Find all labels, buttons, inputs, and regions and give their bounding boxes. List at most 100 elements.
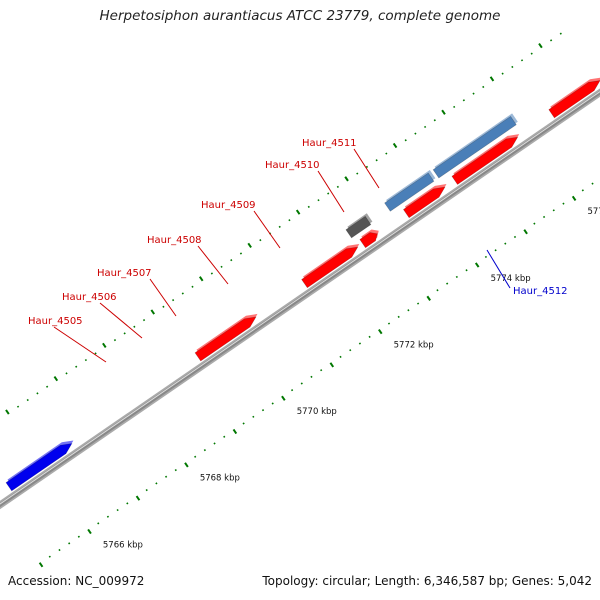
minor-tick	[310, 375, 313, 378]
minor-tick	[162, 305, 165, 308]
gene-arrow	[451, 136, 519, 185]
major-tick	[378, 328, 383, 335]
minor-tick	[472, 92, 475, 95]
minor-tick	[455, 275, 458, 279]
minor-tick	[320, 369, 323, 372]
minor-tick	[48, 555, 51, 558]
minor-tick	[559, 32, 562, 35]
topology-text: Topology: circular; Length: 6,346,587 bp…	[262, 574, 592, 588]
minor-tick	[278, 225, 281, 228]
minor-tick	[501, 72, 504, 75]
major-tick	[53, 376, 59, 382]
minor-tick	[26, 398, 29, 402]
minor-tick	[242, 422, 245, 425]
backbone-line	[0, 90, 600, 508]
minor-tick	[414, 132, 417, 135]
major-tick	[87, 528, 92, 535]
minor-tick	[465, 269, 468, 272]
minor-tick	[106, 515, 110, 518]
inner-tick-ring	[38, 182, 594, 568]
minor-tick	[174, 468, 177, 472]
tick-label: 5766 kbp	[103, 540, 143, 550]
minor-tick	[290, 389, 294, 392]
minor-tick	[494, 249, 497, 252]
minor-tick	[504, 242, 507, 245]
map-title: Herpetosiphon aurantiacus ATCC 23779, co…	[99, 8, 501, 24]
gene-arrow	[432, 115, 517, 179]
minor-tick	[259, 239, 262, 242]
minor-tick	[123, 332, 126, 335]
major-tick	[329, 362, 335, 368]
minor-tick	[581, 189, 584, 192]
minor-tick	[126, 502, 129, 505]
major-tick	[392, 142, 398, 149]
minor-tick	[520, 59, 524, 62]
minor-tick	[191, 285, 194, 288]
gene-label: Haur_4510	[265, 160, 320, 171]
minor-tick	[94, 352, 97, 355]
major-tick	[295, 209, 301, 215]
minor-tick	[317, 199, 320, 202]
minor-tick	[203, 448, 206, 452]
minor-tick	[385, 152, 388, 155]
major-tick	[538, 42, 543, 49]
minor-tick	[375, 159, 378, 162]
minor-tick	[356, 172, 359, 175]
tick-label: 5768 kbp	[200, 474, 240, 484]
gene-arrow	[359, 232, 378, 249]
gene-arrow	[345, 215, 372, 239]
genome-backbone	[0, 88, 600, 510]
minor-tick	[239, 252, 243, 255]
label-leader-line	[317, 170, 345, 213]
minor-tick	[164, 475, 168, 478]
minor-tick	[145, 488, 148, 492]
label-leader-line	[53, 326, 107, 363]
minor-tick	[387, 322, 391, 325]
gene-label: Haur_4508	[147, 235, 202, 246]
minor-tick	[172, 298, 175, 302]
gene-label: Haur_4506	[62, 292, 117, 303]
minor-tick	[453, 105, 456, 109]
minor-tick	[407, 309, 410, 312]
minor-tick	[16, 405, 20, 408]
minor-tick	[142, 318, 146, 322]
gene-arrow	[402, 186, 446, 219]
minor-tick	[252, 415, 255, 418]
minor-tick	[433, 119, 436, 122]
gene-arrow	[194, 316, 257, 362]
gene-features	[5, 77, 600, 492]
minor-tick	[220, 265, 223, 268]
outer-tick-ring	[5, 32, 562, 415]
major-tick	[426, 295, 431, 301]
label-leader-line	[99, 302, 143, 339]
minor-tick	[58, 548, 61, 552]
gene-label: Haur_4509	[201, 200, 256, 211]
minor-tick	[307, 205, 310, 208]
minor-tick	[368, 335, 371, 338]
minor-tick	[271, 402, 274, 405]
minor-tick	[133, 325, 136, 328]
gene-arrow	[301, 246, 359, 289]
minor-tick	[223, 435, 226, 438]
minor-tick	[113, 338, 117, 342]
minor-tick	[484, 255, 488, 259]
tick-label: 5774 kbp	[491, 274, 531, 284]
gene-arrow	[384, 172, 435, 212]
minor-tick	[416, 302, 420, 305]
gene-labels: Haur_4505 Haur_4506 Haur_4507 Haur_4508 Haur…	[28, 138, 568, 327]
minor-tick	[46, 385, 49, 388]
major-tick	[232, 428, 238, 435]
minor-tick	[213, 442, 216, 445]
label-leader-line	[197, 245, 229, 285]
major-tick	[281, 395, 286, 401]
tick-label: 5770 kbp	[297, 407, 337, 417]
major-tick	[184, 462, 189, 468]
minor-tick	[68, 542, 71, 545]
major-tick	[150, 309, 156, 315]
major-tick	[5, 409, 10, 415]
major-tick	[38, 562, 44, 568]
gene-label: Haur_4505	[28, 316, 83, 327]
major-tick	[523, 229, 528, 235]
major-tick	[198, 276, 204, 282]
